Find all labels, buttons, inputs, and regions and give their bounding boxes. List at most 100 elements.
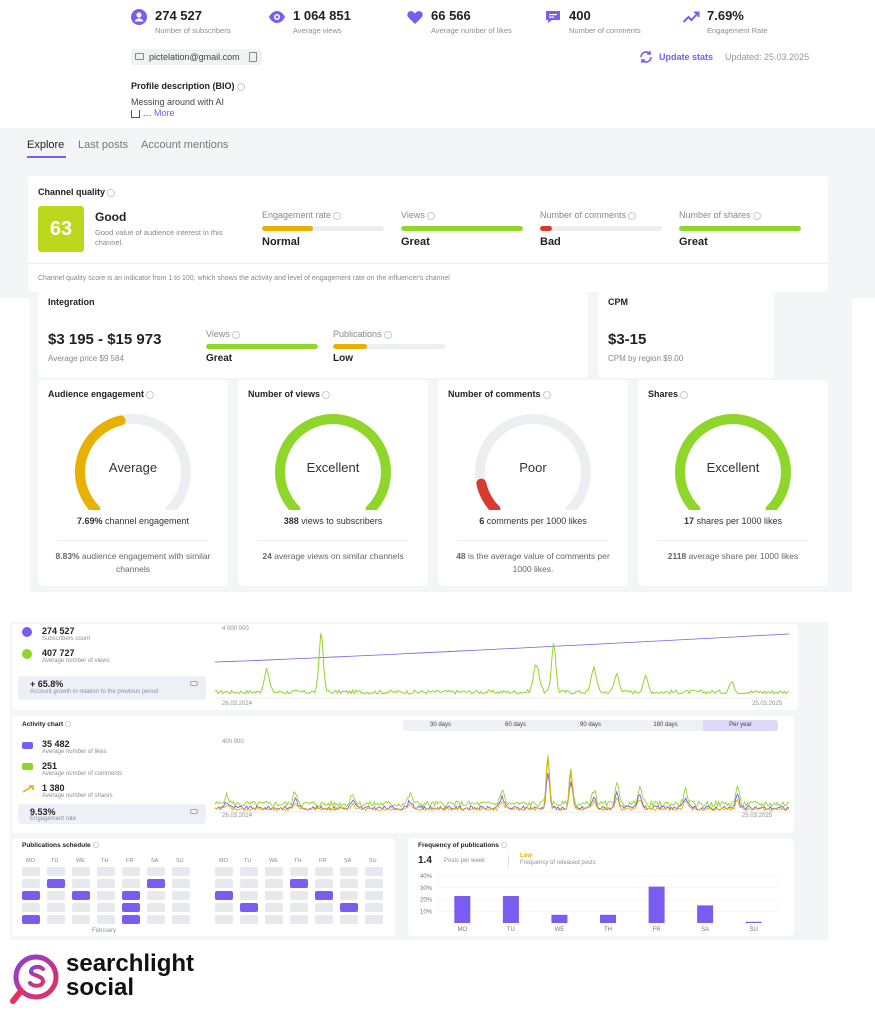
integration-metric-bar [333,344,445,349]
cpm-value: $3-15 [608,331,647,348]
integration-metric-label: Views [206,329,240,339]
info-icon[interactable] [190,681,198,686]
quality-metric-label-text: Number of shares [679,210,751,220]
gauge-desc-value: 6 [479,516,485,526]
help-icon[interactable] [92,842,99,849]
gauge-title-text: Audience engagement [48,389,145,399]
quality-metric-value: Bad [540,236,561,248]
gauge-desc-value: 388 [283,516,299,526]
schedule-day-label: SA [151,858,159,864]
channel-quality-card: Channel quality 63 Good Good value of au… [28,176,828,292]
gauge-card: Audience engagement Average 7.69% channe… [38,380,228,586]
quality-metric-bar [401,226,523,231]
help-icon[interactable] [333,211,342,220]
schedule-cell [47,915,65,924]
schedule-cell [215,903,233,912]
schedule-cell [147,915,165,924]
frequency-value: 1.4 [418,855,432,866]
gauge-desc-text: shares per 1000 likes [693,516,783,526]
gauge-title-text: Number of views [248,389,321,399]
period-option[interactable]: 90 days [553,720,628,731]
help-icon[interactable] [752,211,761,220]
gauge-title: Audience engagement [48,389,155,399]
tab-explore[interactable]: Explore [27,139,65,151]
schedule-cell [365,891,383,900]
help-icon[interactable] [542,390,551,399]
help-icon[interactable] [146,390,155,399]
schedule-cell [97,867,115,876]
frequency-title-text: Frequency of publications [418,842,499,849]
quality-metric-value: Great [679,236,708,248]
update-stats-label: Update stats [659,52,714,62]
schedule-cell [290,915,308,924]
help-icon[interactable] [628,211,637,220]
gauge-desc-value: 7.69% [76,516,103,526]
schedule-cell [147,891,165,900]
bio-ellipsis: … [142,108,152,118]
integration-card: Integration $3 195 - $15 973 Average pri… [38,292,588,378]
gauge-desc-text: comments per 1000 likes [484,516,587,526]
schedule-cell [97,891,115,900]
tab-account-mentions[interactable]: Account mentions [141,139,229,151]
bio-more-link[interactable]: More [154,108,175,118]
email-text: pictelation@gmail.com [149,52,240,62]
schedule-day-label: SU [369,858,377,864]
help-icon[interactable] [426,211,435,220]
activity-line-chart [215,754,789,813]
period-option[interactable]: 60 days [478,720,553,731]
schedule-cell [315,915,333,924]
period-option[interactable]: 180 days [628,720,703,731]
email-chip[interactable]: pictelation@gmail.com [131,49,262,65]
gauge-foot-text: average share per 1000 likes [686,551,799,561]
help-icon[interactable] [500,842,507,849]
schedule-cell [172,915,190,924]
bio-title-text: Profile description (BIO) [131,81,235,91]
schedule-card: Publications schedule MO TU WE TH FR SA SU MO TU… [12,838,395,936]
help-icon[interactable] [680,390,689,399]
tab-last-posts[interactable]: Last posts [78,139,129,151]
help-icon[interactable] [231,330,240,339]
period-option[interactable]: Per year [703,720,778,731]
help-icon[interactable] [383,330,392,339]
refresh-icon [640,51,652,63]
channel-quality-title: Channel quality [38,187,116,197]
y-tick-label: 40% [420,874,433,880]
frequency-title: Frequency of publications [418,842,507,849]
cpm-region: CPM by region $9.00 [608,354,684,363]
quality-metric-bar [679,226,801,231]
schedule-day-label: FR [319,858,327,864]
growth-views-label: Average number of views [42,658,110,664]
gauge-fill [275,414,391,510]
cpm-title: CPM [608,297,628,307]
schedule-cell [365,915,383,924]
help-icon[interactable] [65,721,72,728]
gauge-footer: 48 is the average value of comments per … [450,550,616,576]
help-icon[interactable] [322,390,331,399]
stat-value: 66 566 [431,8,471,23]
eye-icon [269,11,285,23]
frequency-card: Frequency of publications 1.4 Posts per … [408,838,794,936]
help-icon[interactable] [236,82,245,91]
schedule-cell [72,903,90,912]
schedule-cell [265,903,283,912]
info-icon[interactable] [190,809,198,814]
schedule-cell [215,867,233,876]
schedule-day-label: TU [51,858,59,864]
integration-avg-price: Average price $9 584 [48,354,124,363]
schedule-cell [290,903,308,912]
schedule-day-label: MO [26,858,35,864]
schedule-cell [147,879,165,888]
schedule-cell [122,903,140,912]
divider [458,540,608,541]
help-icon[interactable] [107,188,116,197]
frequency-level: Low [520,853,532,859]
schedule-cell [290,867,308,876]
copy-icon[interactable] [248,52,257,62]
growth-chart-card: 274 527 Subscribers count 407 727 Averag… [12,624,798,710]
period-option[interactable]: 30 days [403,720,478,731]
gauge-foot-text: average views on similar channels [271,551,404,561]
heart-icon [407,11,423,24]
schedule-cell [215,891,233,900]
growth-x-end: 25.03.2025 [752,701,783,707]
integration-metric-value: Low [333,353,353,364]
